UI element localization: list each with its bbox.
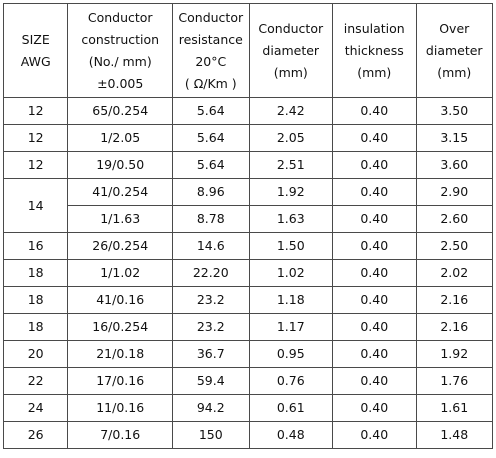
cell-diameter: 0.95 <box>248 340 333 368</box>
header-size-awg: SIZE AWG <box>2 3 69 98</box>
cell-insulation: 0.40 <box>332 151 417 179</box>
cell-over-diameter: 1.76 <box>415 367 493 395</box>
cell-diameter: 1.63 <box>248 205 333 233</box>
cell-insulation: 0.40 <box>332 259 417 287</box>
cell-construction: 7/0.16 <box>67 421 174 449</box>
cell-resistance: 59.4 <box>172 367 250 395</box>
cell-resistance: 23.2 <box>172 313 250 341</box>
cell-construction: 1/1.02 <box>67 259 174 287</box>
table-row: 20 21/0.18 36.7 0.95 0.40 1.92 <box>2 340 493 368</box>
cell-construction: 41/0.254 <box>67 178 174 206</box>
cell-construction: 17/0.16 <box>67 367 174 395</box>
cell-insulation: 0.40 <box>332 178 417 206</box>
cell-size: 22 <box>2 367 69 395</box>
table-row: 1/1.63 8.78 1.63 0.40 2.60 <box>4 205 493 233</box>
cell-over-diameter: 2.16 <box>415 286 493 314</box>
cell-insulation: 0.40 <box>332 367 417 395</box>
cell-resistance: 150 <box>172 421 250 449</box>
table-row: 18 41/0.16 23.2 1.18 0.40 2.16 <box>2 286 493 314</box>
cell-size: 12 <box>2 124 69 152</box>
cell-resistance: 94.2 <box>172 394 250 422</box>
cell-diameter: 2.42 <box>248 97 333 125</box>
cell-resistance: 8.96 <box>172 178 250 206</box>
cell-over-diameter: 2.90 <box>415 178 493 206</box>
header-conductor-resistance: Conductor resistance 20°C( Ω/Km ) <box>172 3 250 98</box>
header-conductor-construction: Conductor construction (No./ mm) ±0.005 <box>67 3 174 98</box>
cell-over-diameter: 2.02 <box>415 259 493 287</box>
cell-insulation: 0.40 <box>332 394 417 422</box>
table-row: 12 19/0.50 5.64 2.51 0.40 3.60 <box>2 151 493 179</box>
cell-resistance: 22.20 <box>172 259 250 287</box>
cell-diameter: 0.61 <box>248 394 333 422</box>
cell-insulation: 0.40 <box>332 124 417 152</box>
cell-construction: 1/1.63 <box>67 205 174 233</box>
table-row: 12 65/0.254 5.64 2.42 0.40 3.50 <box>2 97 493 125</box>
table-row: 24 11/0.16 94.2 0.61 0.40 1.61 <box>2 394 493 422</box>
header-over-diameter: Over diameter (mm) <box>415 3 493 98</box>
cell-over-diameter: 1.48 <box>415 421 493 449</box>
cell-over-diameter: 3.15 <box>415 124 493 152</box>
cell-size: 12 <box>2 151 69 179</box>
header-conductor-diameter: Conductor diameter (mm) <box>248 3 333 98</box>
cell-size: 18 <box>2 313 69 341</box>
cell-diameter: 1.92 <box>248 178 333 206</box>
cell-diameter: 1.02 <box>248 259 333 287</box>
header-insulation-thickness: insulation thickness (mm) <box>332 3 417 98</box>
cell-over-diameter: 2.60 <box>415 205 493 233</box>
cell-resistance: 36.7 <box>172 340 250 368</box>
cell-size: 24 <box>2 394 69 422</box>
cell-size: 18 <box>2 259 69 287</box>
cell-diameter: 0.76 <box>248 367 333 395</box>
cell-over-diameter: 3.60 <box>415 151 493 179</box>
cell-resistance: 5.64 <box>172 97 250 125</box>
cell-insulation: 0.40 <box>332 421 417 449</box>
header-row: SIZE AWG Conductor construction (No./ mm) ±0… <box>2 3 493 98</box>
wire-spec-table: SIZE AWG Conductor construction (No./ mm) ±0… <box>2 3 493 449</box>
cell-insulation: 0.40 <box>332 313 417 341</box>
cell-diameter: 1.50 <box>248 232 333 260</box>
cell-size: 20 <box>2 340 69 368</box>
cell-insulation: 0.40 <box>332 340 417 368</box>
cell-over-diameter: 2.50 <box>415 232 493 260</box>
cell-construction: 16/0.254 <box>67 313 174 341</box>
cell-over-diameter: 1.61 <box>415 394 493 422</box>
cell-size: 12 <box>2 97 69 125</box>
table-row: 12 1/2.05 5.64 2.05 0.40 3.15 <box>2 124 493 152</box>
cell-diameter: 2.05 <box>248 124 333 152</box>
table-row: 14 41/0.254 8.96 1.92 0.40 2.90 <box>2 178 493 233</box>
cell-construction: 11/0.16 <box>67 394 174 422</box>
cell-construction: 41/0.16 <box>67 286 174 314</box>
table-row: 26 7/0.16 150 0.48 0.40 1.48 <box>2 421 493 449</box>
table-row: 18 1/1.02 22.20 1.02 0.40 2.02 <box>2 259 493 287</box>
cell-size: 16 <box>2 232 69 260</box>
cell-diameter: 1.18 <box>248 286 333 314</box>
cell-construction: 26/0.254 <box>67 232 174 260</box>
cell-size: 14 <box>2 178 69 233</box>
cell-diameter: 0.48 <box>248 421 333 449</box>
table-row: 16 26/0.254 14.6 1.50 0.40 2.50 <box>2 232 493 260</box>
cell-over-diameter: 1.92 <box>415 340 493 368</box>
cell-resistance: 14.6 <box>172 232 250 260</box>
cell-construction: 21/0.18 <box>67 340 174 368</box>
cell-insulation: 0.40 <box>332 232 417 260</box>
cell-size: 18 <box>2 286 69 314</box>
cell-construction: 1/2.05 <box>67 124 174 152</box>
cell-resistance: 23.2 <box>172 286 250 314</box>
cell-insulation: 0.40 <box>332 286 417 314</box>
cell-resistance: 8.78 <box>172 205 250 233</box>
cell-resistance: 5.64 <box>172 124 250 152</box>
cell-construction: 65/0.254 <box>67 97 174 125</box>
table-row: 22 17/0.16 59.4 0.76 0.40 1.76 <box>2 367 493 395</box>
cell-size: 26 <box>2 421 69 449</box>
cell-diameter: 2.51 <box>248 151 333 179</box>
table-row: 18 16/0.254 23.2 1.17 0.40 2.16 <box>2 313 493 341</box>
cell-insulation: 0.40 <box>332 97 417 125</box>
cell-over-diameter: 2.16 <box>415 313 493 341</box>
cell-resistance: 5.64 <box>172 151 250 179</box>
cell-construction: 19/0.50 <box>67 151 174 179</box>
cell-insulation: 0.40 <box>332 205 417 233</box>
cell-over-diameter: 3.50 <box>415 97 493 125</box>
cell-diameter: 1.17 <box>248 313 333 341</box>
